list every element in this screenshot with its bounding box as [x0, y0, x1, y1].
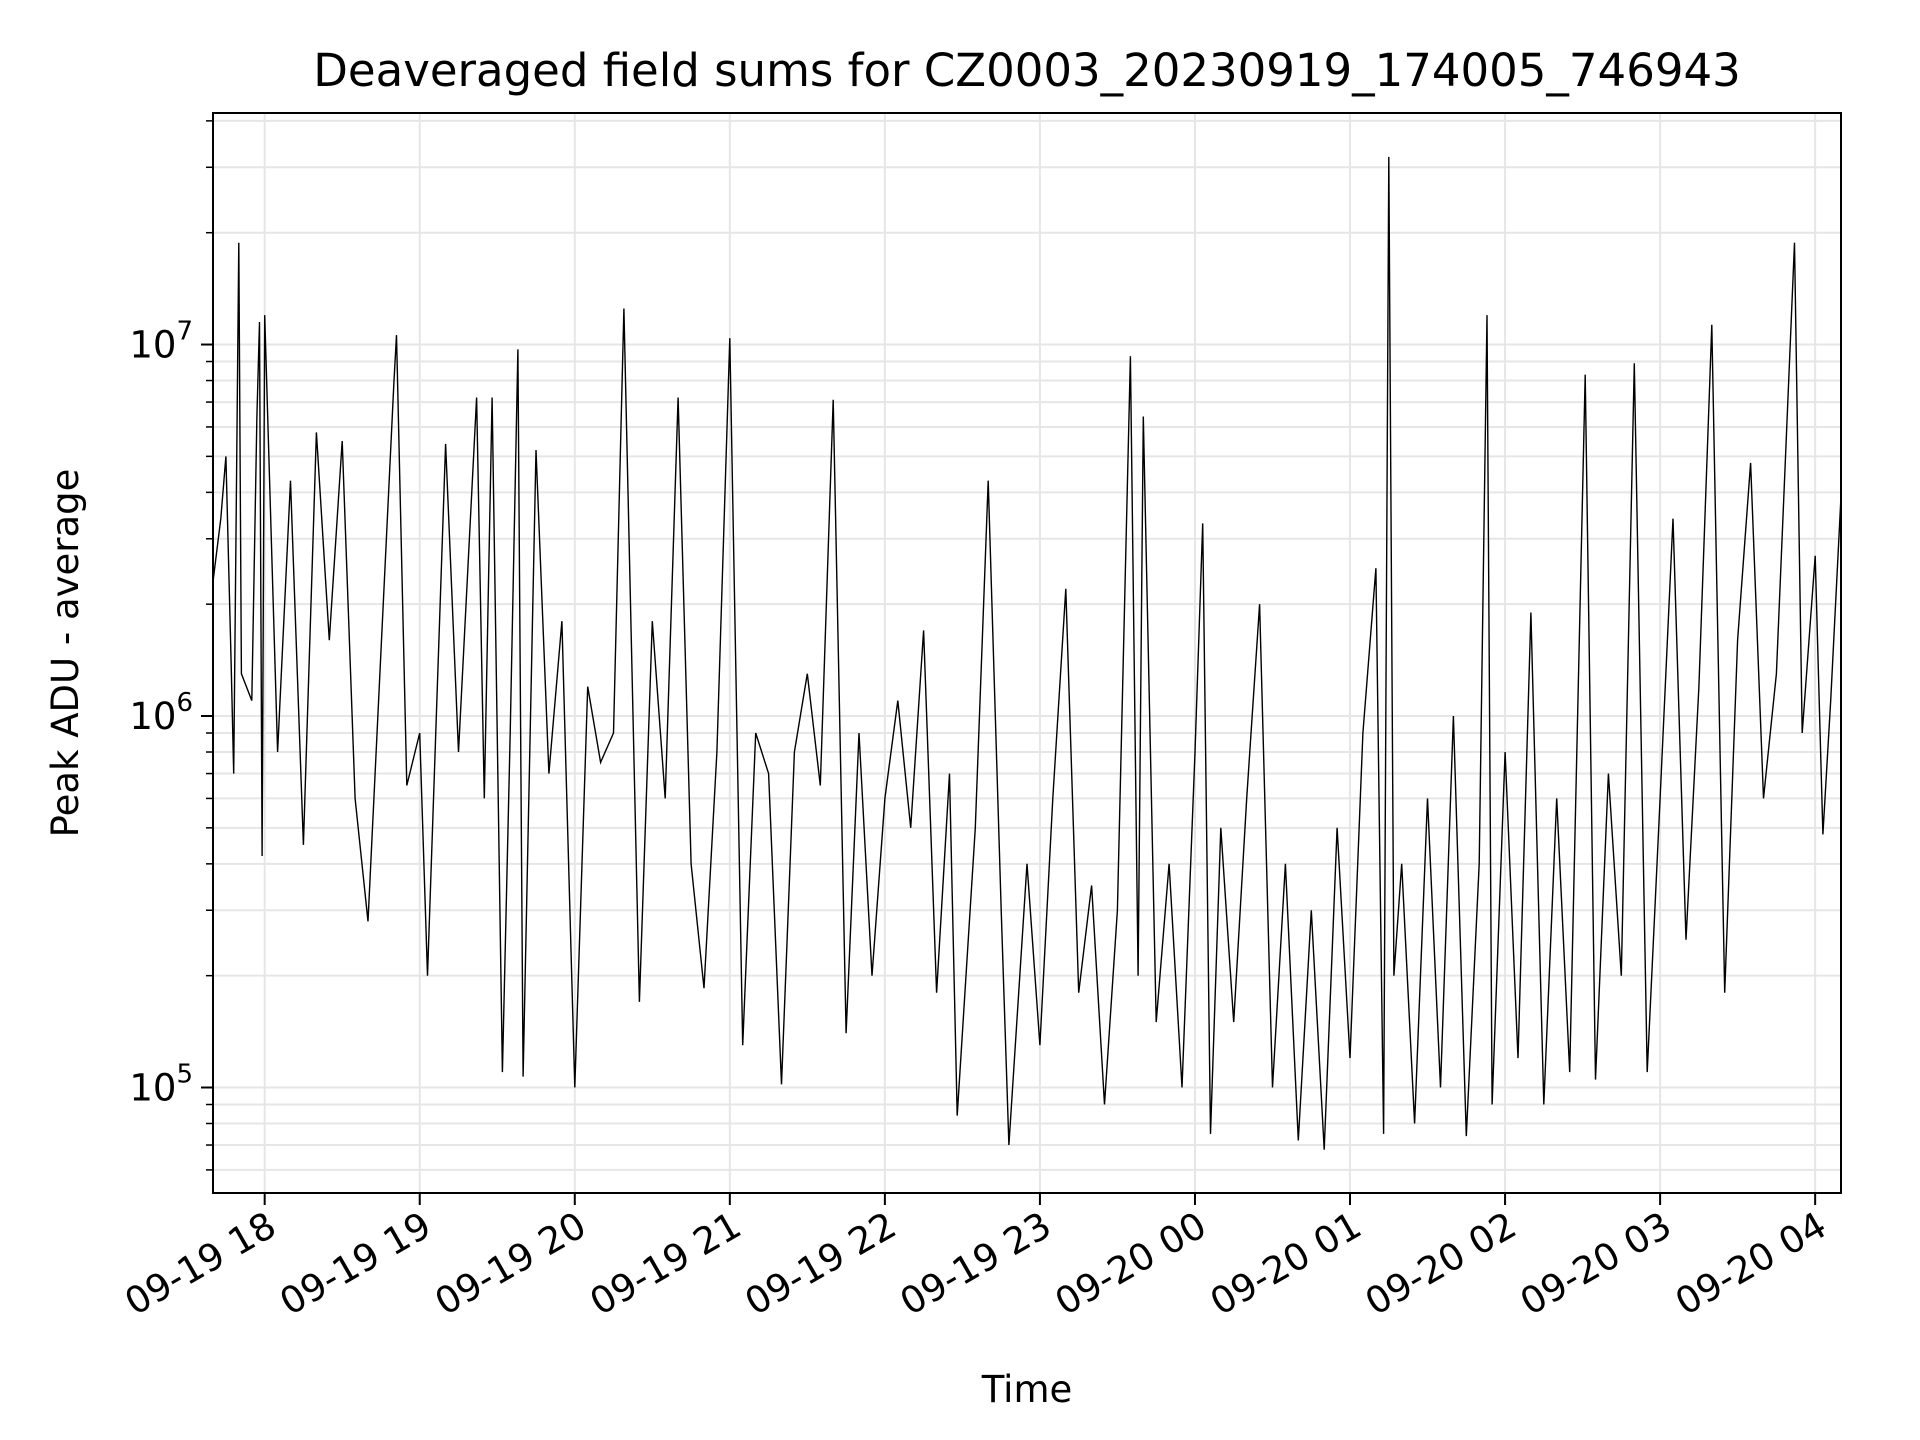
chart-title: Deaveraged field sums for CZ0003_2023091…	[313, 44, 1740, 97]
y-tick-label: 107	[129, 317, 193, 367]
y-tick-label: 105	[129, 1059, 193, 1109]
series-line	[212, 156, 1842, 1150]
x-axis-label: Time	[981, 1368, 1073, 1411]
y-axis: 105 106 107	[129, 120, 213, 1171]
y-tick-label: 106	[129, 688, 193, 738]
data-series-line	[212, 156, 1842, 1150]
y-axis-label: Peak ADU - average	[44, 469, 87, 838]
grid-lines	[213, 113, 1841, 1193]
plot-frame	[212, 112, 1842, 1194]
